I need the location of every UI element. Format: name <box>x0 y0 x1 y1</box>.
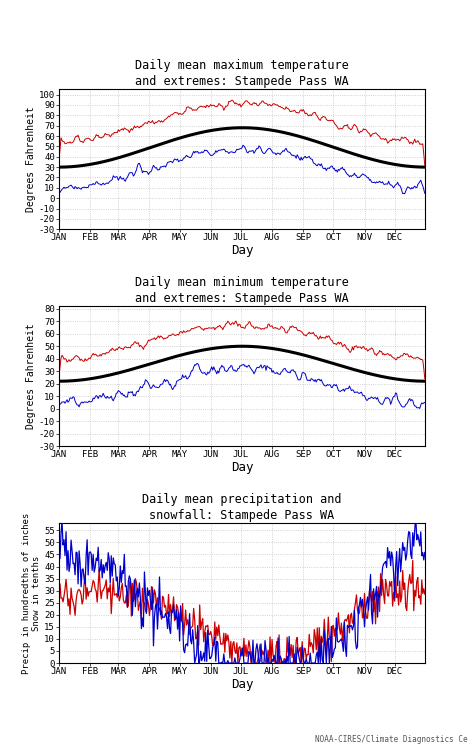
Y-axis label: Precip in hundredths of inches
Snow in tenths: Precip in hundredths of inches Snow in t… <box>22 513 42 673</box>
X-axis label: Day: Day <box>231 244 253 257</box>
Y-axis label: Degrees Fahrenheit: Degrees Fahrenheit <box>26 323 36 429</box>
Text: NOAA-CIRES/Climate Diagnostics Ce: NOAA-CIRES/Climate Diagnostics Ce <box>315 735 467 744</box>
Title: Daily mean maximum temperature
and extremes: Stampede Pass WA: Daily mean maximum temperature and extre… <box>135 60 349 88</box>
X-axis label: Day: Day <box>231 678 253 691</box>
Title: Daily mean minimum temperature
and extremes: Stampede Pass WA: Daily mean minimum temperature and extre… <box>135 276 349 305</box>
X-axis label: Day: Day <box>231 460 253 474</box>
Title: Daily mean precipitation and
snowfall: Stampede Pass WA: Daily mean precipitation and snowfall: S… <box>142 493 342 522</box>
Y-axis label: Degrees Fahrenheit: Degrees Fahrenheit <box>26 107 36 212</box>
